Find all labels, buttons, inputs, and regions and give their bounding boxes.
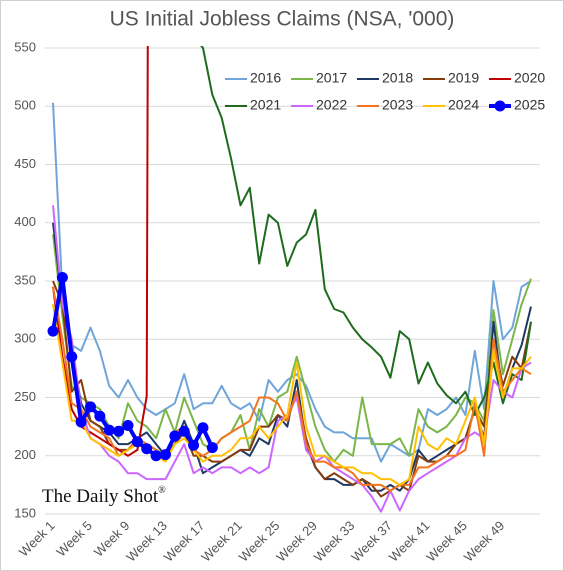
series-marker <box>113 425 125 437</box>
y-tick-label: 200 <box>14 447 36 462</box>
logo: The Daily Shot® <box>42 485 166 507</box>
legend-label: 2025 <box>514 97 545 113</box>
series-marker <box>47 325 59 337</box>
series-marker <box>178 425 190 437</box>
logo-text: The Daily Shot <box>42 486 159 507</box>
y-tick-label: 450 <box>14 156 36 171</box>
y-tick-label: 300 <box>14 331 36 346</box>
series-marker <box>131 436 143 448</box>
logo-mark: ® <box>158 485 166 496</box>
legend-label: 2018 <box>382 70 413 86</box>
series-line <box>200 46 532 416</box>
series-marker <box>197 422 209 434</box>
legend-label: 2021 <box>250 97 281 113</box>
series-line <box>52 234 532 463</box>
series-marker <box>150 450 162 462</box>
legend-label: 2019 <box>448 70 479 86</box>
y-tick-label: 500 <box>14 98 36 113</box>
legend-label: 2022 <box>316 97 347 113</box>
series-marker <box>66 351 78 363</box>
series-marker <box>75 416 87 428</box>
series-line <box>52 304 532 486</box>
legend-label: 2016 <box>250 70 281 86</box>
y-tick-label: 250 <box>14 389 36 404</box>
y-tick-label: 150 <box>14 505 36 520</box>
series-marker <box>122 419 134 431</box>
series-marker <box>206 442 218 454</box>
series-marker <box>103 424 115 436</box>
series-marker <box>94 410 106 422</box>
legend-marker <box>494 100 506 112</box>
series-marker <box>169 430 181 442</box>
series-marker <box>159 449 171 461</box>
series-marker <box>188 439 200 451</box>
series-marker <box>56 272 68 284</box>
legend-label: 2020 <box>514 70 545 86</box>
chart-title: US Initial Jobless Claims (NSA, '000) <box>110 8 455 31</box>
series-marker <box>84 401 96 413</box>
y-tick-label: 400 <box>14 214 36 229</box>
y-tick-label: 350 <box>14 272 36 287</box>
series-marker <box>141 443 153 455</box>
series-line <box>52 46 149 457</box>
y-tick-label: 550 <box>14 39 36 54</box>
legend-label: 2023 <box>382 97 413 113</box>
legend-label: 2017 <box>316 70 347 86</box>
legend-label: 2024 <box>448 97 479 113</box>
